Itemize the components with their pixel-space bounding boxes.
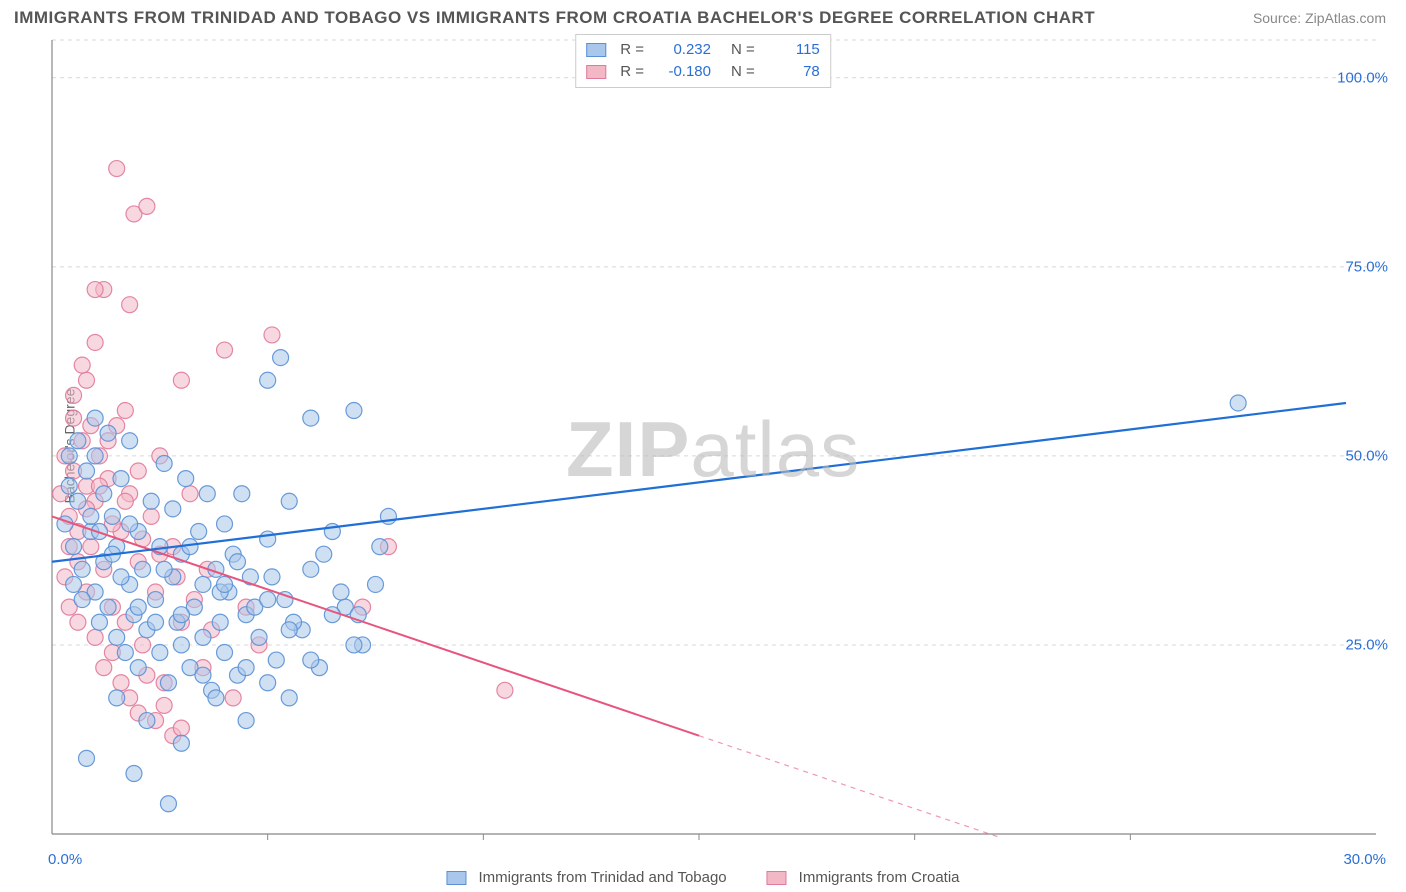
swatch-croatia bbox=[586, 65, 606, 79]
x-tick-30: 30.0% bbox=[1343, 851, 1386, 868]
y-tick-100: 100.0% bbox=[1337, 69, 1388, 86]
chart-title: IMMIGRANTS FROM TRINIDAD AND TOBAGO VS I… bbox=[14, 8, 1095, 28]
r-value-croatia: -0.180 bbox=[656, 61, 711, 83]
legend-swatch-trinidad bbox=[446, 871, 466, 885]
legend-item-croatia: Immigrants from Croatia bbox=[767, 869, 960, 886]
chart-plot-area: ZIPatlas bbox=[46, 34, 1386, 848]
y-tick-50: 50.0% bbox=[1345, 447, 1388, 464]
swatch-trinidad bbox=[586, 43, 606, 57]
legend-label-trinidad: Immigrants from Trinidad and Tobago bbox=[478, 869, 726, 886]
y-tick-75: 75.0% bbox=[1345, 258, 1388, 275]
n-value-croatia: 78 bbox=[765, 61, 820, 83]
y-tick-25: 25.0% bbox=[1345, 636, 1388, 653]
legend-item-trinidad: Immigrants from Trinidad and Tobago bbox=[446, 869, 726, 886]
chart-svg bbox=[46, 34, 1386, 848]
n-value-trinidad: 115 bbox=[765, 39, 820, 61]
stats-row-trinidad: R = 0.232 N = 115 bbox=[586, 39, 820, 61]
legend-label-croatia: Immigrants from Croatia bbox=[799, 869, 960, 886]
source-label: Source: ZipAtlas.com bbox=[1253, 10, 1386, 26]
stats-row-croatia: R = -0.180 N = 78 bbox=[586, 61, 820, 83]
r-value-trinidad: 0.232 bbox=[656, 39, 711, 61]
legend-swatch-croatia bbox=[767, 871, 787, 885]
stats-legend: R = 0.232 N = 115 R = -0.180 N = 78 bbox=[575, 34, 831, 88]
series-legend: Immigrants from Trinidad and Tobago Immi… bbox=[446, 869, 959, 886]
x-tick-0: 0.0% bbox=[48, 851, 82, 868]
